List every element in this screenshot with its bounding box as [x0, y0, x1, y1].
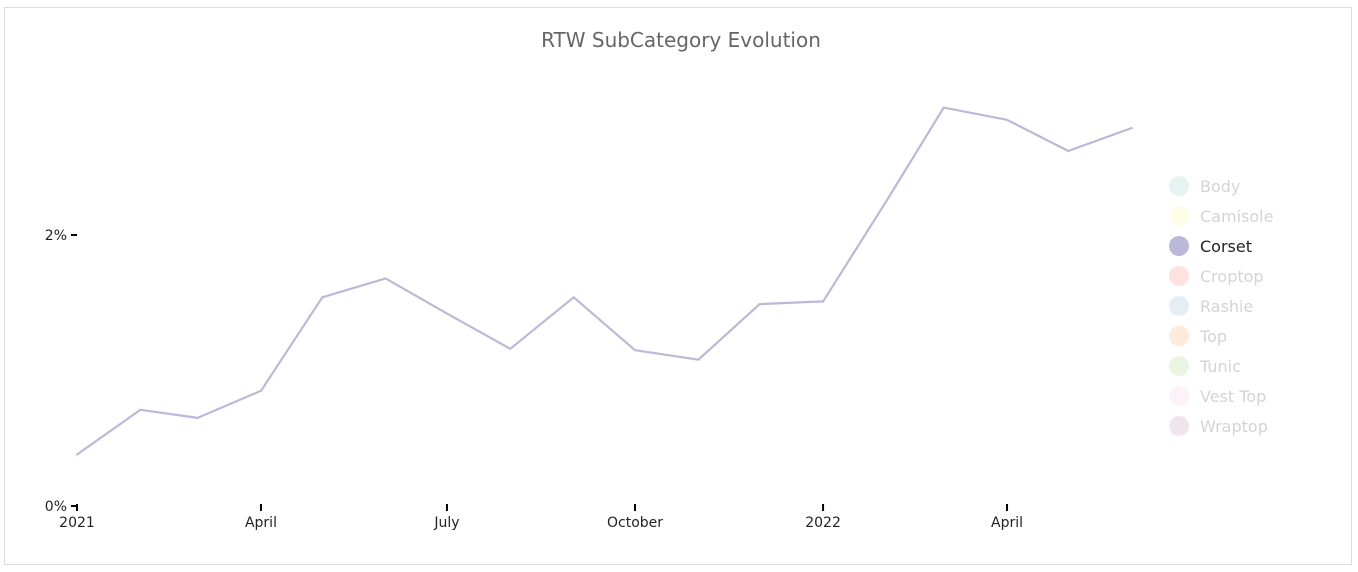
legend-marker — [1169, 176, 1189, 196]
x-tick-label: 2021 — [59, 515, 95, 531]
legend-item-top[interactable]: Top — [1169, 326, 1227, 346]
x-tick-label: April — [245, 515, 277, 531]
x-tick-label: 2022 — [805, 515, 841, 531]
legend: Body Camisole Corset Croptop Rashie Top Tunic V… — [1169, 176, 1273, 436]
y-tick-label: 2% — [45, 228, 67, 244]
legend-label: Vest Top — [1200, 387, 1266, 406]
chart-title: RTW SubCategory Evolution — [541, 28, 821, 52]
legend-marker — [1169, 326, 1189, 346]
legend-marker — [1169, 296, 1189, 316]
legend-item-vest-top[interactable]: Vest Top — [1169, 386, 1266, 406]
legend-label: Camisole — [1200, 207, 1273, 226]
legend-label: Top — [1199, 327, 1227, 346]
legend-label: Body — [1200, 177, 1240, 196]
x-tick-label: October — [607, 515, 663, 531]
legend-item-tunic[interactable]: Tunic — [1169, 356, 1241, 376]
x-tick-label: April — [991, 515, 1023, 531]
legend-marker — [1169, 356, 1189, 376]
legend-marker — [1169, 386, 1189, 406]
legend-item-camisole[interactable]: Camisole — [1169, 206, 1273, 226]
plot-area — [75, 106, 1133, 456]
legend-marker — [1169, 416, 1189, 436]
legend-label: Croptop — [1200, 267, 1264, 286]
legend-item-wraptop[interactable]: Wraptop — [1169, 416, 1268, 436]
legend-marker — [1169, 206, 1189, 226]
legend-item-rashie[interactable]: Rashie — [1169, 296, 1253, 316]
legend-marker — [1169, 266, 1189, 286]
legend-item-corset[interactable]: Corset — [1169, 236, 1252, 256]
legend-marker — [1169, 236, 1189, 256]
legend-label: Wraptop — [1200, 417, 1268, 436]
legend-item-croptop[interactable]: Croptop — [1169, 266, 1264, 286]
legend-label: Corset — [1200, 237, 1252, 256]
chart-frame — [4, 7, 1352, 565]
y-tick-label: 0% — [45, 499, 67, 515]
legend-item-body[interactable]: Body — [1169, 176, 1240, 196]
x-tick-label: July — [433, 515, 459, 531]
legend-label: Tunic — [1199, 357, 1241, 376]
series-line-corset[interactable] — [75, 106, 1133, 456]
axes: 0% 2% 2021 April July October 2022 April — [45, 228, 1023, 531]
legend-label: Rashie — [1200, 297, 1253, 316]
